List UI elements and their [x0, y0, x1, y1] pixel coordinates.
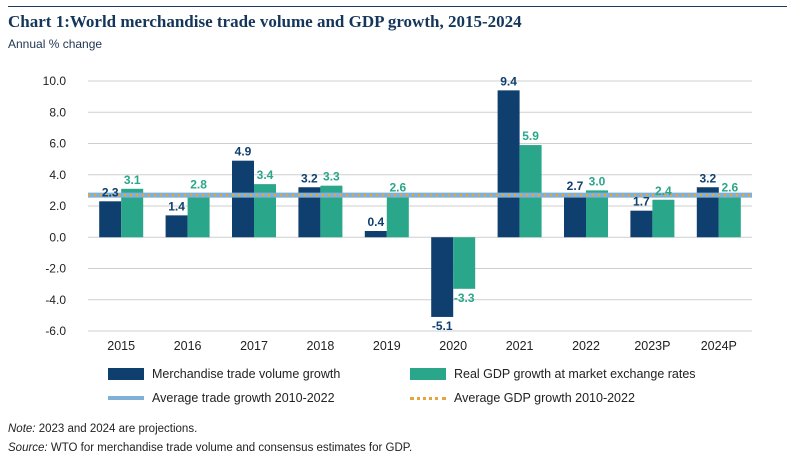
x-tick-label: 2015: [107, 339, 135, 353]
top-rule: [8, 6, 787, 7]
bar-gdp: [386, 196, 409, 238]
data-label-trade: 3.2: [699, 171, 716, 185]
data-label-trade: 2.7: [567, 179, 584, 193]
data-label-gdp: 3.3: [323, 170, 340, 184]
data-label-trade: 3.2: [301, 171, 318, 185]
bar-gdp: [586, 190, 608, 238]
x-tick-label: 2024P: [701, 339, 737, 353]
footnotes: Note: 2023 and 2024 are projections. Sou…: [8, 420, 412, 458]
data-label-trade: 0.4: [367, 215, 384, 229]
y-tick-label: 2.0: [49, 199, 66, 213]
y-tick-label: 0.0: [49, 230, 66, 244]
source-label: Source:: [8, 442, 48, 454]
bar-gdp: [320, 185, 343, 238]
x-tick-label: 2018: [306, 339, 334, 353]
bar-trade: [564, 195, 586, 238]
bar-trade: [232, 160, 254, 238]
y-tick-label: 6.0: [49, 137, 66, 151]
data-label-gdp: 3.4: [257, 168, 274, 182]
note-label: Note:: [8, 423, 36, 435]
bar-trade: [431, 237, 454, 317]
note-text: 2023 and 2024 are projections.: [35, 423, 198, 435]
bar-gdp: [453, 237, 476, 289]
bar-trade: [630, 210, 653, 238]
note-line: Note: 2023 and 2024 are projections.: [8, 420, 412, 439]
bar-trade: [696, 187, 719, 238]
bar-trade: [165, 215, 188, 238]
data-label-gdp: 2.4: [655, 184, 672, 198]
x-tick-label: 2017: [240, 339, 268, 353]
y-tick-label: -4.0: [45, 293, 66, 307]
x-tick-label: 2023P: [634, 339, 670, 353]
bar-gdp: [652, 199, 675, 238]
x-tick-label: 2016: [174, 339, 202, 353]
data-label-gdp: -3.3: [454, 291, 475, 305]
data-label-trade: 9.4: [500, 74, 517, 88]
x-tick-label: 2021: [506, 339, 534, 353]
data-label-gdp: 3.1: [124, 173, 141, 187]
data-label-trade: -5.1: [432, 319, 453, 333]
x-tick-label: 2020: [439, 339, 467, 353]
data-label-gdp: 3.0: [589, 174, 606, 188]
y-tick-label: 10.0: [43, 74, 67, 88]
bar-gdp: [187, 193, 210, 238]
y-tick-label: 8.0: [49, 105, 66, 119]
bar-trade: [497, 90, 520, 238]
y-tick-label: -6.0: [45, 324, 66, 338]
x-tick-label: 2019: [373, 339, 401, 353]
chart-subtitle: Annual % change: [8, 37, 103, 51]
chart-title: Chart 1:World merchandise trade volume a…: [8, 12, 522, 31]
y-tick-label: -2.0: [45, 262, 66, 276]
bar-gdp: [519, 145, 542, 238]
bar-gdp: [718, 196, 741, 238]
data-label-trade: 2.3: [102, 185, 119, 199]
bar-trade: [364, 231, 387, 238]
bar-trade: [99, 201, 122, 238]
y-tick-label: 4.0: [49, 168, 66, 182]
data-label-gdp: 2.6: [389, 181, 406, 195]
bar-trade: [298, 187, 321, 238]
data-label-trade: 4.9: [235, 145, 252, 159]
source-line: Source: WTO for merchandise trade volume…: [8, 439, 412, 458]
data-label-trade: 1.7: [633, 195, 650, 209]
source-text: WTO for merchandise trade volume and con…: [47, 442, 413, 454]
bar-gdp: [254, 184, 276, 238]
data-label-trade: 1.4: [168, 199, 185, 213]
data-label-gdp: 2.6: [721, 181, 738, 195]
bar-gdp: [121, 188, 144, 238]
data-label-gdp: 2.8: [190, 178, 207, 192]
x-tick-label: 2022: [572, 339, 600, 353]
data-label-gdp: 5.9: [522, 129, 539, 143]
